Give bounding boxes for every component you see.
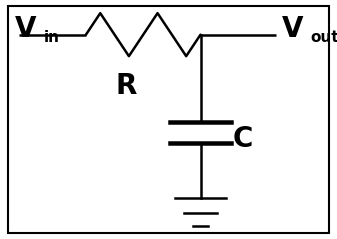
Text: in: in (44, 30, 60, 44)
Text: C: C (233, 125, 253, 153)
Text: out: out (310, 30, 337, 44)
Text: V: V (281, 15, 303, 43)
Text: V: V (15, 15, 37, 43)
Text: R: R (116, 72, 137, 100)
